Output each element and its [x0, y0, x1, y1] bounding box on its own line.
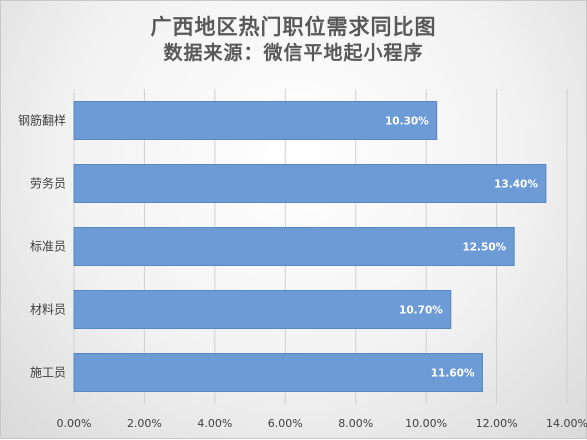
x-tick-label: 6.00%	[268, 417, 303, 430]
x-tick-label: 12.00%	[476, 417, 518, 430]
x-tick-label: 0.00%	[57, 417, 92, 430]
category-label: 劳务员	[30, 176, 66, 191]
x-tick-label: 8.00%	[338, 417, 373, 430]
data-label: 11.60%	[431, 368, 475, 380]
data-label: 12.50%	[462, 242, 506, 254]
category-label: 钢筋翻样	[18, 113, 66, 128]
bar	[73, 101, 438, 140]
category-label: 标准员	[30, 240, 66, 254]
bar	[73, 227, 515, 266]
bar	[73, 164, 547, 203]
x-tick-label: 10.00%	[405, 417, 447, 430]
chart-title: 广西地区热门职位需求同比图	[150, 15, 437, 39]
category-label: 施工员	[30, 366, 66, 380]
x-tick-label: 4.00%	[197, 417, 232, 430]
bar	[73, 290, 452, 329]
data-label: 10.30%	[385, 116, 429, 128]
category-label: 材料员	[30, 303, 66, 317]
bar	[73, 353, 483, 392]
x-tick-label: 14.00%	[546, 417, 587, 430]
data-label: 13.40%	[494, 179, 538, 191]
chart-subtitle: 数据来源：微信平地起小程序	[163, 42, 424, 64]
data-label: 10.70%	[399, 305, 443, 317]
x-tick-label: 2.00%	[127, 417, 162, 430]
